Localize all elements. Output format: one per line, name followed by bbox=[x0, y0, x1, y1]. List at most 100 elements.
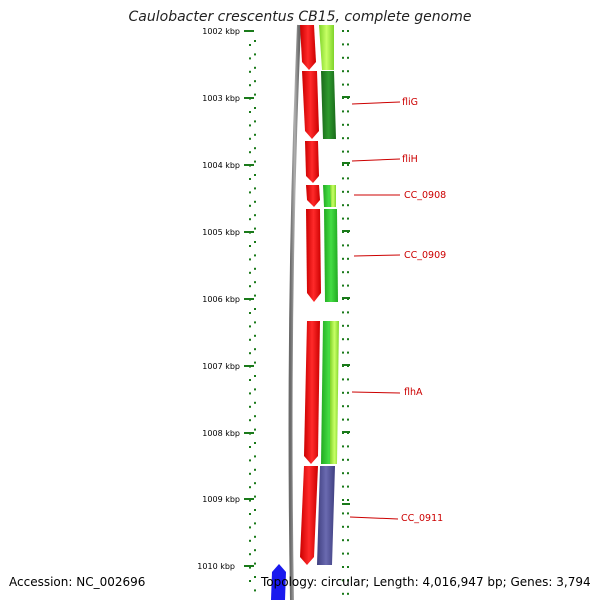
ruler-minor-tick bbox=[249, 419, 251, 422]
ruler-minor-tick bbox=[254, 388, 256, 391]
ruler-minor-tick bbox=[249, 459, 251, 462]
ruler-minor-tick bbox=[342, 43, 344, 46]
ruler-minor-tick bbox=[249, 178, 251, 180]
ruler-minor-tick bbox=[254, 495, 256, 498]
ruler-minor-tick bbox=[249, 164, 251, 167]
tick-label-1009: 1009 kbp bbox=[202, 495, 240, 504]
ruler-minor-tick bbox=[249, 392, 251, 395]
ruler-minor-tick bbox=[342, 324, 344, 327]
ruler-minor-tick bbox=[249, 57, 251, 60]
ruler-minor-tick bbox=[347, 284, 349, 287]
ruler-minor-tick bbox=[347, 110, 349, 113]
ruler-minor-tick bbox=[254, 562, 256, 565]
ruler-minor-tick bbox=[342, 405, 344, 408]
ruler-minor-tick bbox=[254, 187, 256, 190]
ruler-minor-tick bbox=[347, 271, 349, 274]
ruler-minor-tick bbox=[347, 257, 349, 260]
ruler-minor-tick bbox=[249, 379, 251, 381]
ruler-minor-tick bbox=[249, 486, 251, 489]
ruler-minor-tick bbox=[342, 83, 344, 86]
ruler-minor-tick bbox=[254, 174, 256, 176]
ruler-minor-tick bbox=[254, 348, 256, 351]
ruler-minor-tick bbox=[254, 308, 256, 310]
reverse-strand-feature bbox=[271, 564, 286, 600]
ruler-minor-tick bbox=[249, 298, 251, 301]
ruler-minor-tick bbox=[347, 378, 349, 381]
ruler-minor-tick bbox=[249, 472, 251, 475]
ruler-minor-tick bbox=[342, 566, 344, 568]
ruler-minor-tick bbox=[342, 70, 344, 73]
ruler-minor-tick bbox=[342, 110, 344, 113]
cds-arrow bbox=[305, 141, 319, 183]
ruler-minor-tick bbox=[342, 164, 344, 166]
comparison-block bbox=[319, 25, 334, 70]
ruler-minor-tick bbox=[254, 120, 256, 123]
ruler-minor-tick bbox=[342, 217, 344, 220]
ruler-minor-tick bbox=[249, 526, 251, 529]
comparison-block bbox=[330, 321, 339, 464]
ruler-minor-tick bbox=[254, 549, 256, 552]
ruler-minor-tick bbox=[342, 30, 344, 32]
accession-text: Accession: NC_002696 bbox=[9, 575, 146, 589]
ruler-minor-tick bbox=[347, 566, 349, 568]
ruler-minor-tick bbox=[249, 84, 251, 87]
cds-arrow bbox=[300, 466, 318, 565]
ruler-minor-tick bbox=[249, 124, 251, 127]
ruler-minor-tick bbox=[249, 432, 251, 435]
ruler-minor-tick bbox=[347, 485, 349, 488]
ruler-minor-tick bbox=[342, 552, 344, 555]
ruler-minor-tick bbox=[254, 401, 256, 404]
ruler-minor-tick bbox=[342, 244, 344, 247]
ruler-minor-tick bbox=[249, 245, 251, 247]
ruler-minor-tick bbox=[342, 378, 344, 381]
ruler-minor-tick bbox=[347, 97, 349, 99]
ruler-minor-tick bbox=[249, 204, 251, 207]
ruler-minor-tick bbox=[249, 231, 251, 234]
tick-label-1006: 1006 kbp bbox=[202, 295, 240, 304]
ruler-minor-tick bbox=[342, 432, 344, 434]
ruler-minor-tick bbox=[342, 177, 344, 180]
ruler-minor-tick bbox=[249, 97, 251, 100]
ruler-minor-tick bbox=[254, 254, 256, 257]
ruler-minor-tick bbox=[254, 576, 256, 578]
ruler-minor-tick bbox=[249, 70, 251, 73]
gene-label-cc-0909: CC_0909 bbox=[404, 250, 446, 261]
ruler-minor-tick bbox=[342, 257, 344, 260]
ruler-minor-tick bbox=[347, 70, 349, 73]
ruler-minor-tick bbox=[347, 83, 349, 86]
ruler-minor-tick bbox=[249, 312, 251, 314]
gene-label-fliG: fliG bbox=[402, 97, 418, 108]
ruler-minor-tick bbox=[347, 56, 349, 59]
comparison-block bbox=[317, 466, 335, 565]
ruler-minor-tick bbox=[347, 351, 349, 354]
ruler-minor-tick bbox=[249, 580, 251, 582]
ruler-minor-tick bbox=[342, 56, 344, 59]
ruler-minor-tick bbox=[254, 334, 256, 337]
ruler-minor-tick bbox=[347, 499, 349, 501]
ruler-minor-tick bbox=[254, 482, 256, 485]
ruler-minor-tick bbox=[342, 445, 344, 448]
ruler-minor-tick bbox=[347, 123, 349, 126]
ruler-minor-tick bbox=[342, 204, 344, 207]
gene-label-flhA: flhA bbox=[404, 387, 423, 398]
gene-label-cc-0908: CC_0908 bbox=[404, 190, 446, 201]
ruler-minor-tick bbox=[249, 405, 251, 408]
ruler-minor-tick bbox=[249, 325, 251, 328]
ruler-minor-tick bbox=[347, 204, 349, 207]
ruler-minor-tick bbox=[347, 244, 349, 247]
gene-label-fliH: fliH bbox=[402, 154, 418, 165]
ruler-minor-tick bbox=[347, 391, 349, 394]
ruler-minor-tick bbox=[254, 361, 256, 364]
comparison-block bbox=[324, 209, 338, 302]
cds-arrow bbox=[306, 185, 320, 207]
ruler-minor-tick bbox=[347, 405, 349, 408]
cds-arrow bbox=[302, 71, 319, 139]
ruler-minor-tick bbox=[342, 231, 344, 233]
ruler-minor-tick bbox=[342, 418, 344, 421]
ruler-minor-tick bbox=[249, 151, 251, 154]
ruler-minor-tick bbox=[347, 338, 349, 341]
tick-label-1008: 1008 kbp bbox=[202, 429, 240, 438]
ruler-minor-tick bbox=[342, 365, 344, 367]
ruler-minor-tick bbox=[347, 472, 349, 475]
ruler-minor-tick bbox=[254, 80, 256, 83]
